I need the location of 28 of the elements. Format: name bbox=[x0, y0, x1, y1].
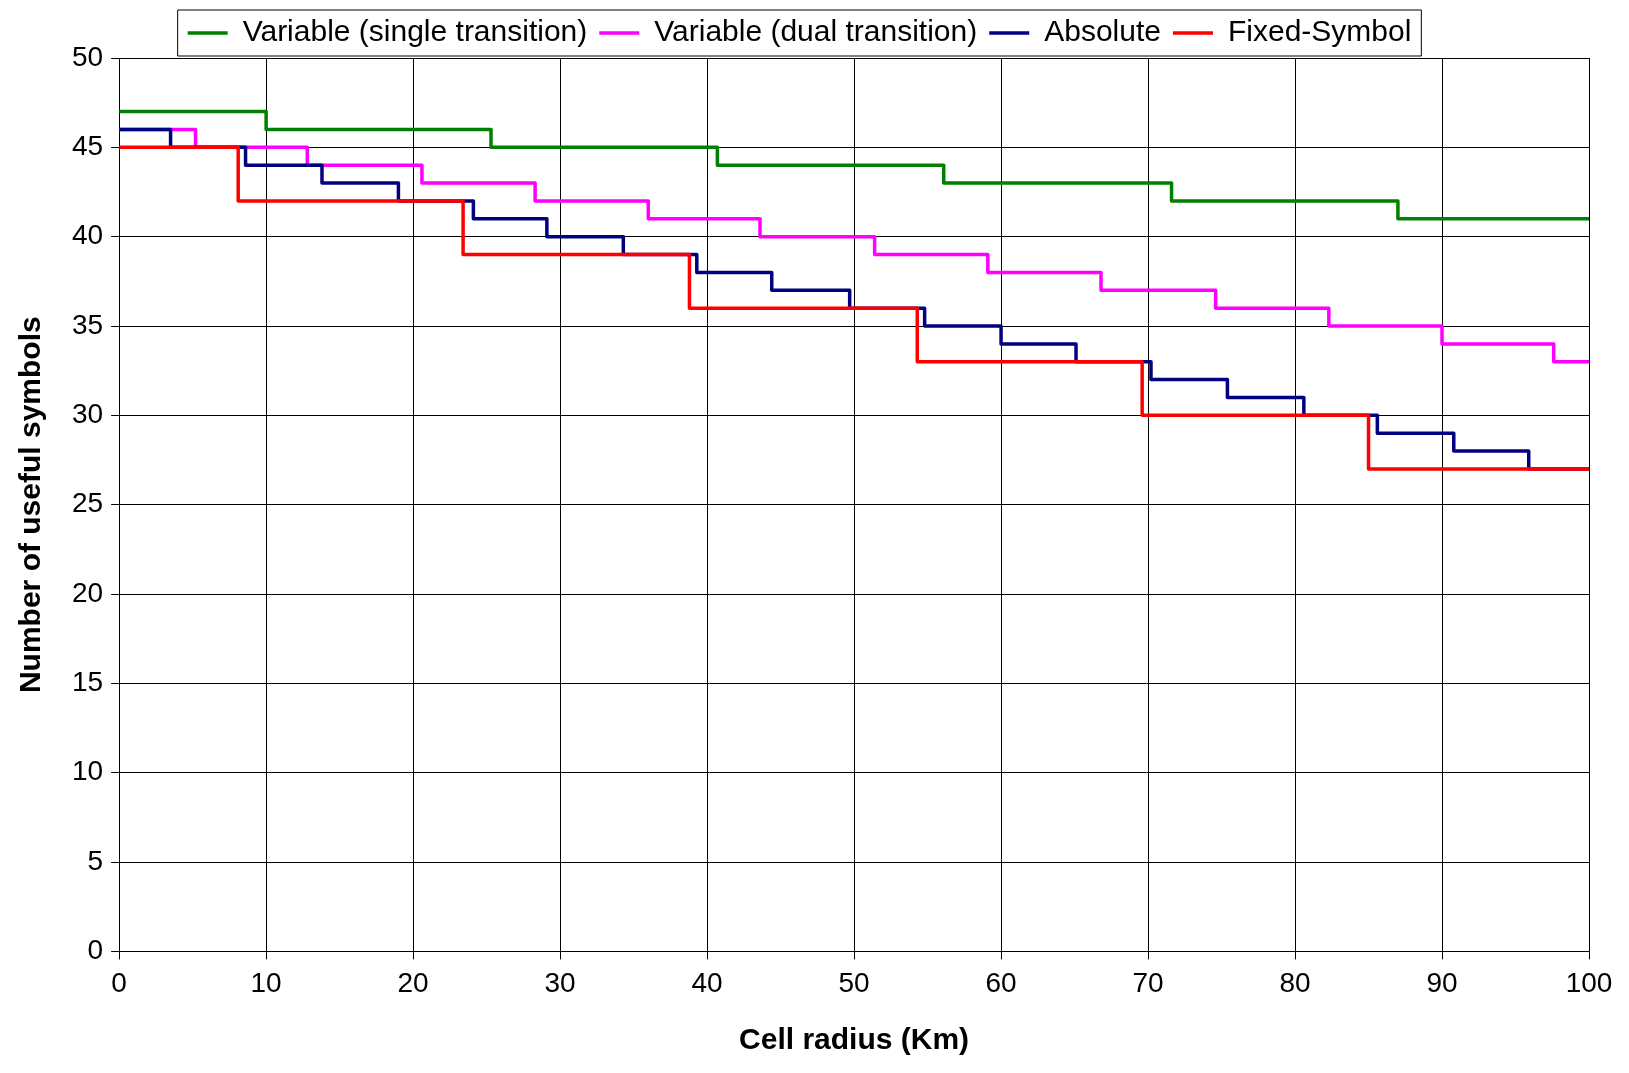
y-tick-label: 15 bbox=[71, 666, 104, 698]
y-tick-label: 50 bbox=[71, 40, 104, 72]
y-tick-label: 5 bbox=[87, 844, 104, 876]
legend-label: Variable (dual transition) bbox=[654, 14, 978, 48]
x-tick-label: 0 bbox=[111, 966, 127, 998]
x-axis-title: Cell radius (Km) bbox=[739, 1022, 970, 1056]
y-tick-label: 40 bbox=[71, 219, 104, 251]
x-tick-label: 60 bbox=[985, 966, 1017, 998]
x-tick-label: 30 bbox=[544, 966, 576, 998]
x-tick-label: 70 bbox=[1132, 966, 1164, 998]
y-tick-label: 30 bbox=[71, 398, 104, 430]
legend-label: Absolute bbox=[1044, 14, 1161, 48]
legend-label: Variable (single transition) bbox=[242, 14, 588, 48]
x-tick-label: 90 bbox=[1426, 966, 1458, 998]
x-tick-label: 40 bbox=[691, 966, 723, 998]
x-tick-label: 10 bbox=[250, 966, 282, 998]
x-tick-label: 100 bbox=[1565, 966, 1613, 998]
y-tick-label: 35 bbox=[71, 308, 104, 340]
x-tick-label: 20 bbox=[397, 966, 429, 998]
x-tick-label: 80 bbox=[1279, 966, 1311, 998]
y-axis-title: Number of useful symbols bbox=[13, 316, 47, 694]
legend-label: Fixed-Symbol bbox=[1227, 14, 1412, 48]
y-tick-label: 10 bbox=[71, 755, 104, 787]
y-tick-label: 25 bbox=[71, 487, 104, 519]
x-tick-label: 50 bbox=[838, 966, 870, 998]
y-tick-label: 20 bbox=[71, 576, 104, 608]
y-tick-label: 45 bbox=[71, 130, 104, 162]
y-tick-label: 0 bbox=[87, 934, 104, 966]
